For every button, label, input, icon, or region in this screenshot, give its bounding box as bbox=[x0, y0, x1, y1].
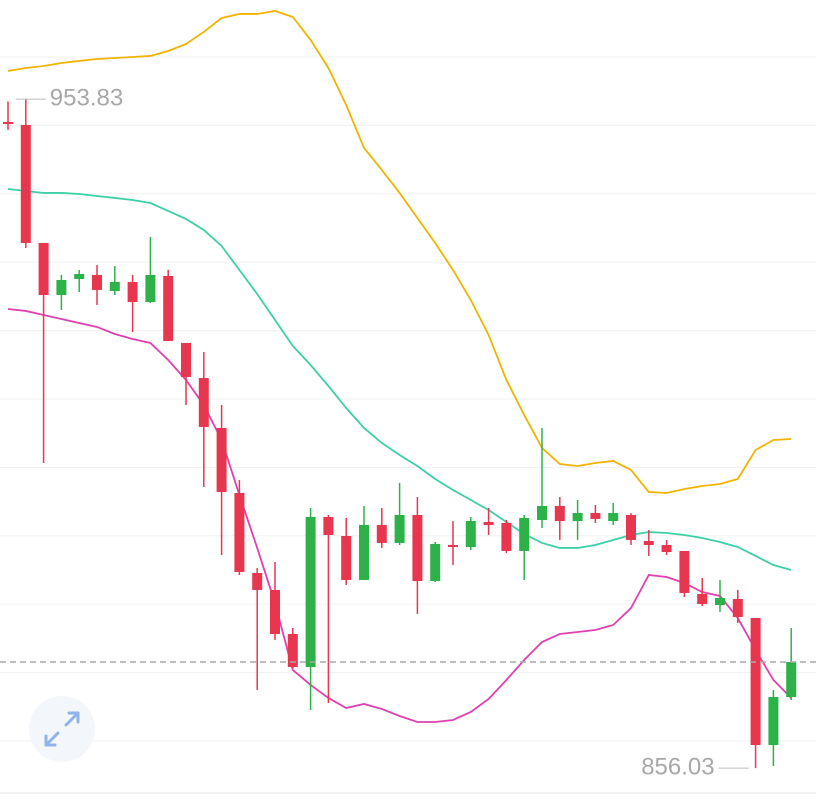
candle-body bbox=[697, 593, 708, 604]
candle-body bbox=[92, 274, 102, 290]
candle-body bbox=[715, 597, 725, 606]
candle-body bbox=[412, 514, 423, 581]
candle-body bbox=[786, 661, 797, 698]
candle-body bbox=[448, 545, 458, 548]
candle-body bbox=[163, 275, 174, 341]
candle-body bbox=[145, 274, 156, 302]
candle-body bbox=[181, 342, 191, 377]
candle-body bbox=[679, 550, 690, 593]
band-line bbox=[7, 10, 792, 494]
candle-body bbox=[643, 540, 654, 546]
candle-body bbox=[376, 524, 387, 543]
expand-icon[interactable] bbox=[44, 711, 80, 747]
expand-button[interactable] bbox=[29, 696, 95, 762]
candle-body bbox=[270, 589, 280, 635]
candle-body bbox=[590, 513, 601, 519]
candle-body bbox=[234, 492, 245, 572]
candle-body bbox=[341, 535, 352, 580]
expand-button-bg[interactable] bbox=[29, 696, 95, 762]
candle-body bbox=[768, 697, 779, 746]
candle-body bbox=[127, 282, 138, 302]
candle-body bbox=[430, 543, 441, 581]
candle-body bbox=[572, 513, 583, 522]
candle-body bbox=[554, 505, 565, 522]
candle-body bbox=[750, 618, 761, 746]
candle-body bbox=[608, 513, 619, 522]
candle-body bbox=[38, 242, 49, 296]
plot: 953.83 856.03 bbox=[0, 10, 816, 794]
candle-body bbox=[56, 279, 67, 296]
candle-body bbox=[3, 121, 13, 125]
candle-body bbox=[537, 505, 547, 520]
candle-body bbox=[483, 521, 494, 525]
max-label: 953.83 bbox=[50, 85, 123, 112]
candle-body bbox=[732, 598, 743, 617]
candle-body bbox=[626, 514, 636, 540]
candle-body bbox=[394, 514, 405, 543]
candle-body bbox=[305, 516, 316, 667]
candle-body bbox=[519, 517, 530, 551]
candle-body bbox=[359, 524, 369, 580]
candle-body bbox=[323, 516, 334, 535]
candle-body bbox=[74, 274, 85, 280]
candle-body bbox=[465, 521, 476, 548]
candle-body bbox=[216, 427, 227, 493]
candle-body bbox=[20, 124, 31, 243]
candle-body bbox=[287, 634, 298, 667]
band-line bbox=[7, 308, 792, 723]
candle-body bbox=[252, 572, 263, 590]
candle-body bbox=[198, 377, 209, 427]
band-line bbox=[7, 188, 792, 571]
min-label: 856.03 bbox=[641, 753, 714, 780]
candle-body bbox=[501, 522, 512, 551]
candle-body bbox=[661, 545, 672, 552]
candle-body bbox=[109, 282, 120, 291]
